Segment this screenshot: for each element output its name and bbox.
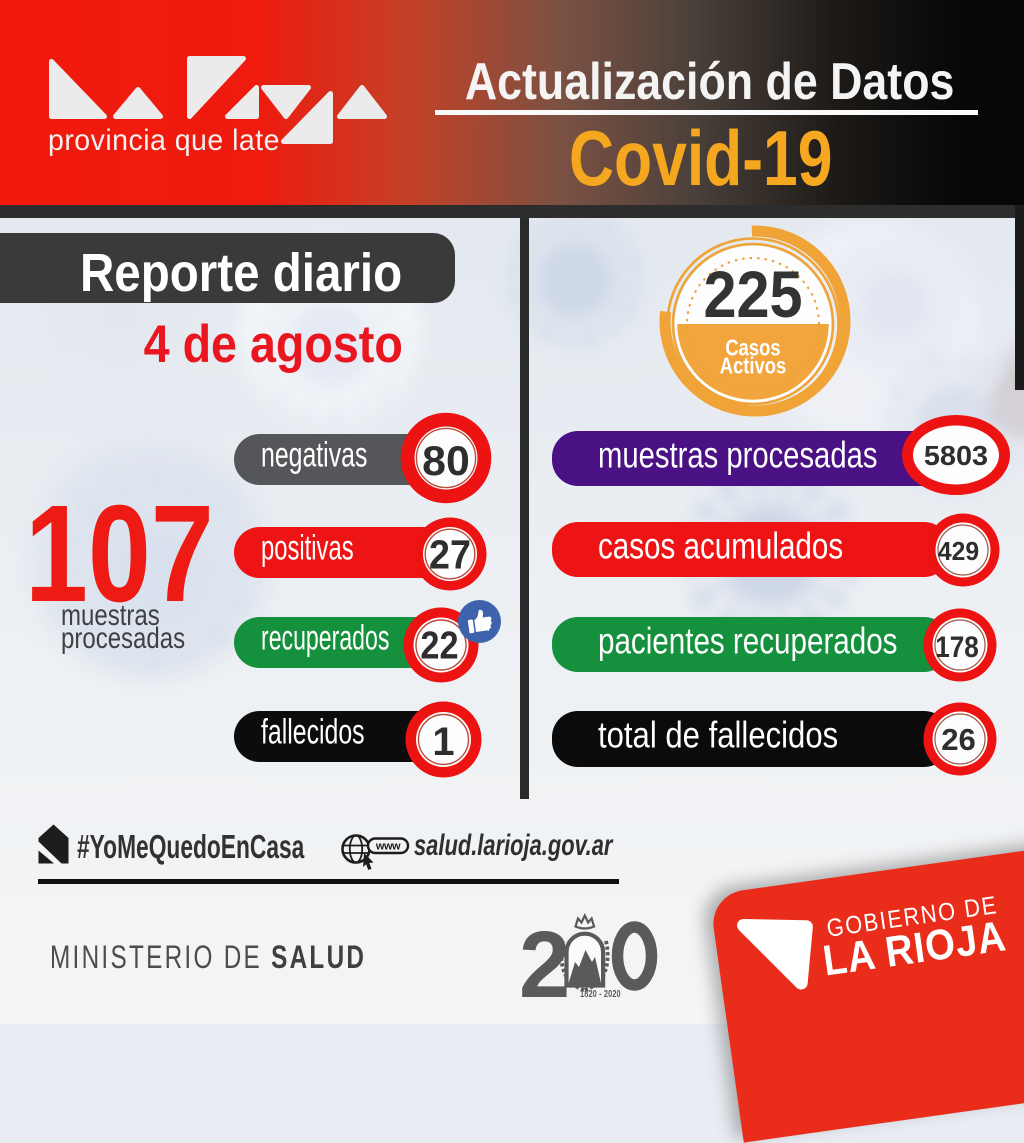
svg-text:26: 26 <box>941 722 976 757</box>
svg-text:80: 80 <box>422 437 470 484</box>
svg-text:Casos: Casos <box>725 336 780 361</box>
svg-text:Activos: Activos <box>720 354 786 379</box>
svg-text:429: 429 <box>938 537 979 566</box>
svg-text:178: 178 <box>935 630 979 663</box>
svg-text:225: 225 <box>703 258 802 332</box>
svg-text:27: 27 <box>429 533 471 578</box>
svg-text:22: 22 <box>420 623 458 667</box>
svg-text:1: 1 <box>432 720 454 764</box>
svg-text:www: www <box>375 841 401 853</box>
svg-text:5803: 5803 <box>924 440 988 471</box>
